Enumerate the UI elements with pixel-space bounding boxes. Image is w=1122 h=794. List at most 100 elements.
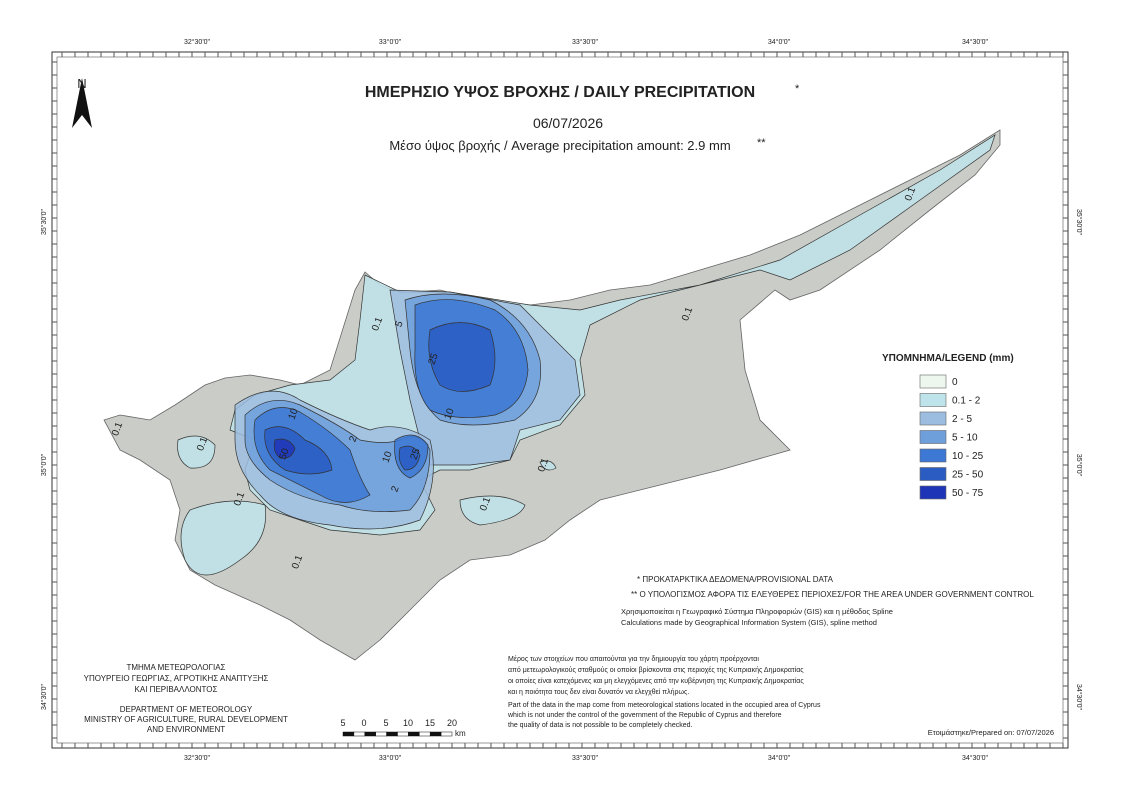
department-english: AND ENVIRONMENT: [147, 725, 225, 734]
legend-label: 5 - 10: [952, 433, 978, 444]
department-greek: ΤΜΗΜΑ ΜΕΤΕΩΡΟΛΟΓΙΑΣ: [126, 663, 225, 672]
legend-swatch: [919, 430, 947, 444]
legend-swatch: [919, 393, 947, 407]
scale-label: 10: [403, 718, 413, 728]
scale-segment: [375, 731, 387, 737]
disclaimer-greek: από μετεωρολογικούς σταθμούς οι οποίοι β…: [508, 666, 804, 674]
prepared-date: Ετοιμάστηκε/Prepared on: 07/07/2026: [928, 728, 1054, 737]
contour-label: 10: [287, 407, 301, 422]
longitude-label: 33°30'0": [572, 754, 599, 762]
longitude-label: 34°0'0": [768, 38, 791, 46]
precipitation-zone: [539, 460, 557, 471]
contour-label: 10: [443, 407, 457, 422]
legend-label: 25 - 50: [952, 470, 984, 481]
scale-label: 0: [361, 718, 366, 728]
scale-label: 20: [447, 718, 457, 728]
longitude-label: 32°30'0": [184, 754, 211, 762]
title-mark: *: [795, 83, 800, 95]
latitude-label: 34°30'0": [1075, 684, 1083, 711]
latitude-label: 35°0'0": [1075, 454, 1083, 477]
contour-label: 0.1: [680, 305, 695, 322]
longitude-label: 33°30'0": [572, 38, 599, 46]
department-greek: ΥΠΟΥΡΓΕΙΟ ΓΕΩΡΓΙΑΣ, ΑΓΡΟΤΙΚΗΣ ΑΝΑΠΤΥΞΗΣ: [84, 674, 269, 683]
scale-label: 5: [383, 718, 388, 728]
note: Calculations made by Geographical Inform…: [621, 618, 877, 627]
scale-label: 5: [340, 718, 345, 728]
precipitation-zone: [177, 435, 216, 469]
legend-swatch: [919, 374, 947, 389]
longitude-label: 34°30'0": [962, 38, 989, 46]
disclaimer-english: which is not under the control of the go…: [507, 712, 782, 719]
scale-segment: [353, 731, 366, 737]
legend-swatch: [919, 467, 947, 481]
contour-label: 0.1: [903, 185, 918, 202]
longitude-label: 34°0'0": [768, 754, 791, 762]
disclaimer-english: Part of the data in the map come from me…: [508, 702, 821, 709]
legend-swatch: [919, 448, 947, 463]
map-date: 06/07/2026: [533, 115, 603, 131]
precipitation-zone: [398, 445, 421, 471]
contour-label: 25: [409, 447, 423, 462]
scale-segment: [386, 731, 398, 737]
contour-label: 2: [390, 484, 402, 493]
contour-label: 0.1: [195, 435, 210, 452]
department-english: DEPARTMENT OF METEOROLOGY: [120, 705, 253, 714]
latitude-label: 35°30'0": [40, 208, 48, 235]
longitude-label: 32°30'0": [184, 38, 211, 46]
contour-label: 0.1: [370, 315, 385, 332]
contour-label: 0.1: [232, 490, 247, 507]
latitude-label: 35°0'0": [40, 453, 48, 476]
scale-segment: [408, 731, 420, 737]
note: Χρησιμοποιείται η Γεωγραφικό Σύστημα Πλη…: [621, 607, 893, 616]
average-amount: Μέσο ύψος βροχής / Average precipitation…: [389, 138, 730, 153]
disclaimer-greek: και η ποιότητα τους δεν είναι δυνατόν να…: [508, 688, 689, 696]
legend-swatch: [919, 485, 947, 500]
legend-label: 0.1 - 2: [952, 396, 981, 407]
legend-label: 50 - 75: [952, 488, 984, 499]
contour-label: 25: [427, 352, 441, 367]
precipitation-zone: [459, 495, 526, 526]
disclaimer-greek: Μέρος των στοιχείων που απαιτούνται για …: [508, 655, 759, 663]
precipitation-zone: [264, 426, 333, 475]
note: ** Ο ΥΠΟΛΟΓΙΣΜΟΣ ΑΦΟΡΑ ΤΙΣ ΕΛΕΥΘΕΡΕΣ ΠΕΡ…: [631, 590, 1034, 599]
contour-label: 0.1: [478, 495, 493, 512]
legend-label: 10 - 25: [952, 451, 984, 462]
contour-label: 0.1: [290, 553, 305, 570]
contour-label: 0.1: [110, 420, 125, 437]
scale-segment: [429, 731, 442, 737]
disclaimer-greek: οι οποίες είναι κατεχόμενες και μη ελεγχ…: [508, 677, 804, 685]
contour-label: 0.1: [536, 456, 551, 473]
legend-swatch: [919, 411, 947, 426]
north-arrow: [72, 78, 92, 128]
disclaimer-english: the quality of data is not possible to b…: [508, 722, 692, 729]
scale-unit: km: [455, 729, 466, 738]
longitude-label: 34°30'0": [962, 754, 989, 762]
department-english: MINISTRY OF AGRICULTURE, RURAL DEVELOPME…: [84, 715, 288, 724]
contour-label: 50: [278, 447, 292, 462]
contour-label: 5: [394, 319, 406, 328]
contour-label: 10: [381, 450, 395, 465]
scale-segment: [440, 731, 453, 737]
precipitation-zone: [428, 322, 496, 392]
latitude-label: 35°30'0": [1075, 209, 1083, 236]
average-mark: **: [757, 137, 766, 149]
longitude-label: 33°0'0": [379, 38, 402, 46]
note: * ΠΡΟΚΑΤΑΡΚΤΙΚΑ ΔΕΔΟΜΕΝΑ/PROVISIONAL DAT…: [637, 575, 834, 584]
scale-segment: [364, 731, 376, 737]
frame-ticks: [52, 52, 1068, 748]
precipitation-zone: [180, 500, 267, 576]
legend-label: 2 - 5: [952, 414, 972, 425]
scale-segment: [397, 731, 409, 737]
contour-label: 2: [348, 434, 360, 443]
legend-label: 0: [952, 377, 958, 388]
precipitation-zone: [273, 438, 296, 459]
latitude-label: 34°30'0": [40, 683, 48, 710]
map-title: ΗΜΕΡΗΣΙΟ ΥΨΟΣ ΒΡΟΧΗΣ / DAILY PRECIPITATI…: [365, 84, 755, 101]
scale-label: 15: [425, 718, 435, 728]
department-greek: ΚΑΙ ΠΕΡΙΒΑΛΛΟΝΤΟΣ: [135, 685, 218, 694]
scale-segment: [342, 731, 355, 737]
scale-segment: [419, 731, 431, 737]
legend-title: ΥΠΟΜΝΗΜΑ/LEGEND (mm): [882, 353, 1014, 364]
longitude-label: 33°0'0": [379, 754, 402, 762]
